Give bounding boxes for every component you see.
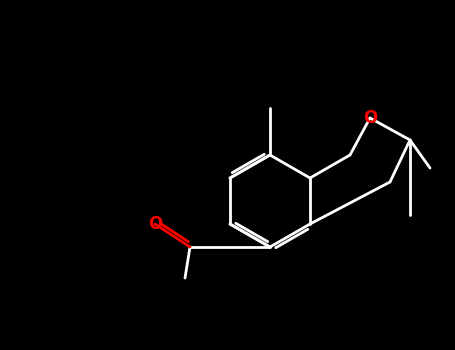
Text: O: O [363, 109, 377, 127]
Text: O: O [148, 215, 162, 233]
